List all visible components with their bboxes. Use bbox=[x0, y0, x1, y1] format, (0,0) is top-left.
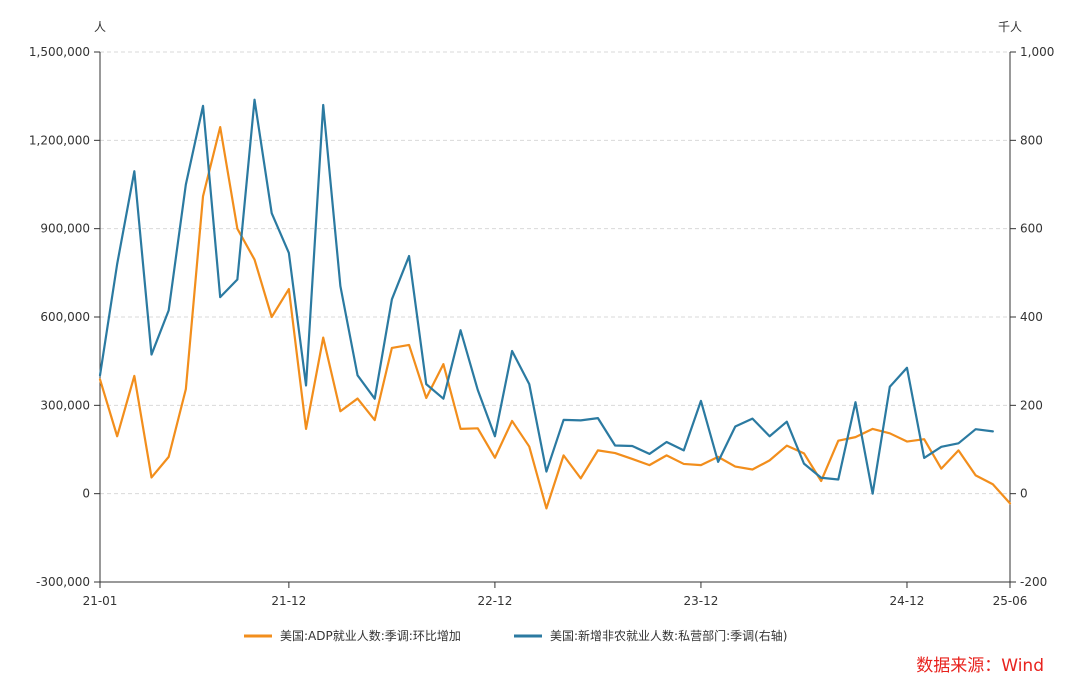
left-tick-label: -300,000 bbox=[36, 575, 90, 589]
right-axis-unit: 千人 bbox=[998, 20, 1022, 34]
gridlines bbox=[100, 51, 1010, 495]
x-tick-label: 21-01 bbox=[83, 594, 118, 608]
series-line-nfp-private bbox=[98, 98, 994, 495]
x-tick-label: 21-12 bbox=[271, 594, 306, 608]
x-axis-ticks: 21-01 21-12 22-12 23-12 24-12 25-06 bbox=[83, 582, 1028, 608]
source-note: 数据来源：Wind bbox=[916, 656, 1044, 676]
legend-label-nfp-private: 美国:新增非农就业人数:私营部门:季调(右轴) bbox=[550, 628, 788, 643]
right-tick-label: -200 bbox=[1020, 575, 1047, 589]
left-tick-label: 0 bbox=[82, 487, 90, 501]
legend-label-adp: 美国:ADP就业人数:季调:环比增加 bbox=[280, 628, 461, 643]
left-axis-unit: 人 bbox=[94, 20, 106, 34]
series-line-adp bbox=[98, 125, 1012, 510]
left-tick-label: 300,000 bbox=[40, 398, 90, 412]
legend-item-nfp-private[interactable]: 美国:新增非农就业人数:私营部门:季调(右轴) bbox=[514, 628, 788, 643]
right-axis-ticks: -200 0 200 400 600 800 1,000 bbox=[1010, 45, 1054, 589]
left-tick-label: 1,500,000 bbox=[29, 45, 90, 59]
right-tick-label: 0 bbox=[1020, 487, 1028, 501]
x-tick-label: 22-12 bbox=[477, 594, 512, 608]
left-tick-label: 900,000 bbox=[40, 222, 90, 236]
series-layer bbox=[98, 98, 1012, 510]
right-tick-label: 200 bbox=[1020, 398, 1043, 412]
x-tick-label: 25-06 bbox=[993, 594, 1028, 608]
right-tick-label: 600 bbox=[1020, 222, 1043, 236]
left-tick-label: 1,200,000 bbox=[29, 133, 90, 147]
right-tick-label: 800 bbox=[1020, 133, 1043, 147]
left-tick-label: 600,000 bbox=[40, 310, 90, 324]
legend: 美国:ADP就业人数:季调:环比增加 美国:新增非农就业人数:私营部门:季调(右… bbox=[244, 628, 788, 643]
legend-item-adp[interactable]: 美国:ADP就业人数:季调:环比增加 bbox=[244, 628, 461, 643]
right-tick-label: 1,000 bbox=[1020, 45, 1054, 59]
x-tick-label: 24-12 bbox=[890, 594, 925, 608]
left-axis-ticks: -300,000 0 300,000 600,000 900,000 1,200,000 1… bbox=[29, 45, 100, 589]
right-tick-label: 400 bbox=[1020, 310, 1043, 324]
x-tick-label: 23-12 bbox=[684, 594, 719, 608]
